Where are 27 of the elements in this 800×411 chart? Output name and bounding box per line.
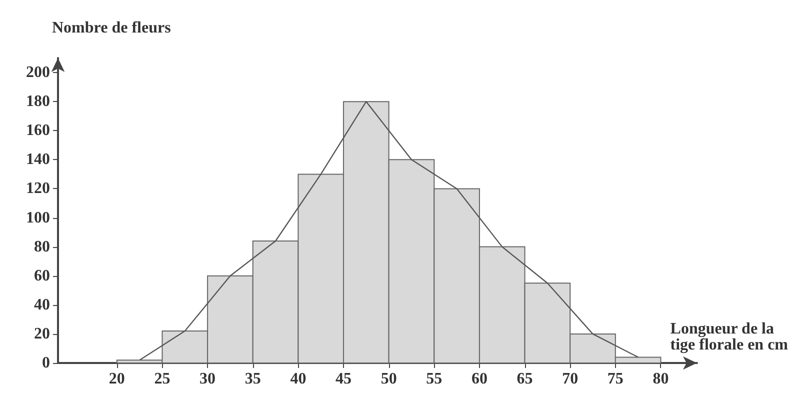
y-tick-label: 140	[26, 151, 50, 168]
x-tick-label: 20	[108, 370, 125, 388]
x-tick-label: 60	[471, 370, 488, 388]
y-tick-label: 0	[42, 354, 50, 372]
y-tick-label: 40	[34, 296, 50, 314]
x-tick-label: 50	[380, 370, 397, 388]
y-tick-label: 160	[26, 122, 50, 140]
x-axis-title: Longueur de la tige florale en cm	[670, 320, 789, 354]
y-tick-label: 80	[34, 238, 50, 256]
x-tick-label: 40	[290, 370, 306, 388]
x-tick-label: 65	[516, 370, 533, 388]
y-tick-label: 100	[26, 209, 50, 226]
y-tick-label: 120	[26, 180, 50, 198]
y-axis-title: Nombre de fleurs	[52, 20, 171, 36]
y-tick-label: 200	[26, 64, 50, 82]
x-tick-label: 30	[200, 370, 216, 388]
line-series	[138, 100, 639, 361]
x-tick-label: 80	[652, 370, 669, 388]
x-tick-label: 25	[154, 370, 170, 388]
x-tick-label: 45	[336, 370, 352, 388]
y-tick-label: 180	[26, 93, 50, 110]
y-tick-label: 20	[34, 325, 50, 342]
x-tick-label: 70	[562, 370, 578, 388]
x-tick-label: 35	[244, 370, 261, 388]
x-tick-label: 75	[607, 370, 624, 388]
x-tick-label: 55	[426, 370, 442, 388]
y-tick-label: 60	[34, 267, 50, 284]
